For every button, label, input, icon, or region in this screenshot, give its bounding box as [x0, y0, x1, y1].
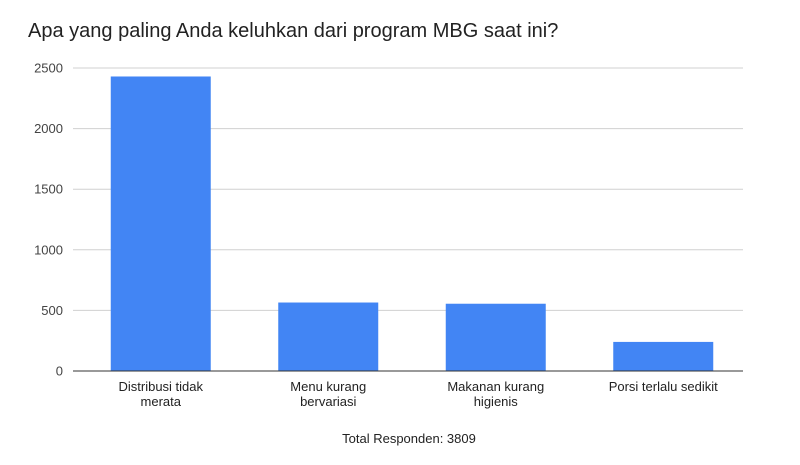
bar [613, 341, 714, 371]
bars [110, 76, 714, 371]
y-tick-label: 1500 [34, 182, 63, 197]
x-axis-title: Total Responden: 3809 [342, 431, 476, 446]
bar [445, 303, 546, 371]
x-category-label-line: bervariasi [300, 394, 356, 409]
x-category-label: Distribusi tidak merata [118, 379, 203, 409]
bar [278, 302, 379, 371]
x-category-label-line: merata [141, 394, 182, 409]
y-tick-label: 0 [56, 364, 63, 379]
chart-title: Apa yang paling Anda keluhkan dari progr… [28, 20, 559, 42]
y-tick-label: 1000 [34, 242, 63, 257]
x-category-label-line: Menu kurang [290, 379, 366, 394]
x-category-label: Menu kurang bervariasi [290, 379, 366, 409]
x-category-label: Porsi terlalu sedikit [609, 379, 718, 394]
x-category-label-line: Distribusi tidak [118, 379, 203, 394]
x-category-label-line: higienis [474, 394, 519, 409]
x-axis-category-labels: Distribusi tidak merata Menu kurang bervari… [118, 379, 718, 409]
gridlines [73, 67, 743, 311]
y-tick-label: 2000 [34, 121, 63, 136]
x-category-label-line: Makanan kurang [447, 379, 544, 394]
y-tick-label: 2500 [34, 61, 63, 76]
x-category-label-line: Porsi terlalu sedikit [609, 379, 718, 394]
y-tick-label: 500 [41, 303, 63, 318]
bar [110, 76, 211, 371]
y-axis-tick-labels: 0 500 1000 1500 2000 2500 [34, 61, 63, 379]
x-category-label: Makanan kurang higienis [447, 379, 544, 409]
